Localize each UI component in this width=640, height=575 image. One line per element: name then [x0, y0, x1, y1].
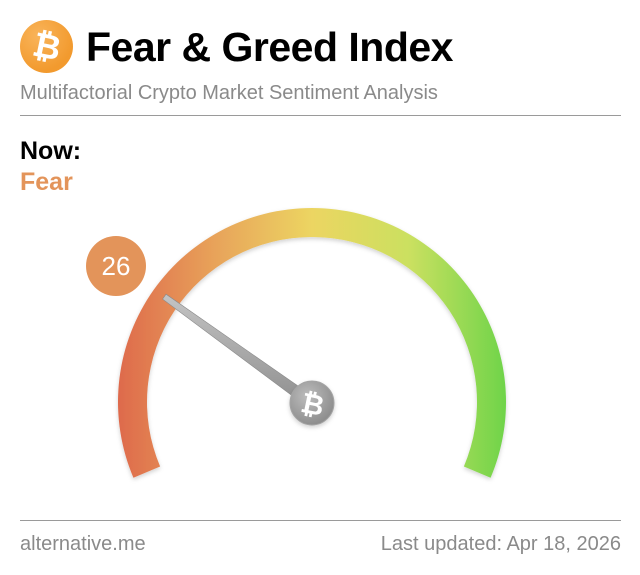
index-value-badge: 26 — [86, 236, 146, 296]
gauge-arc — [117, 207, 507, 478]
now-label: Now: — [20, 137, 82, 165]
classification-label: Fear — [20, 168, 73, 196]
last-updated: Last updated: Apr 18, 2026 — [380, 533, 621, 555]
footer-divider — [20, 520, 621, 521]
bitcoin-logo: ₿ — [20, 20, 73, 73]
gauge-needle — [162, 293, 316, 409]
gauge-hub — [289, 380, 335, 426]
header-divider — [20, 115, 621, 116]
source-link[interactable]: alternative.me — [20, 533, 146, 555]
sentiment-gauge: ₿ — [117, 207, 507, 478]
page-subtitle: Multifactorial Crypto Market Sentiment A… — [20, 82, 438, 104]
page-title: Fear & Greed Index — [86, 24, 453, 70]
